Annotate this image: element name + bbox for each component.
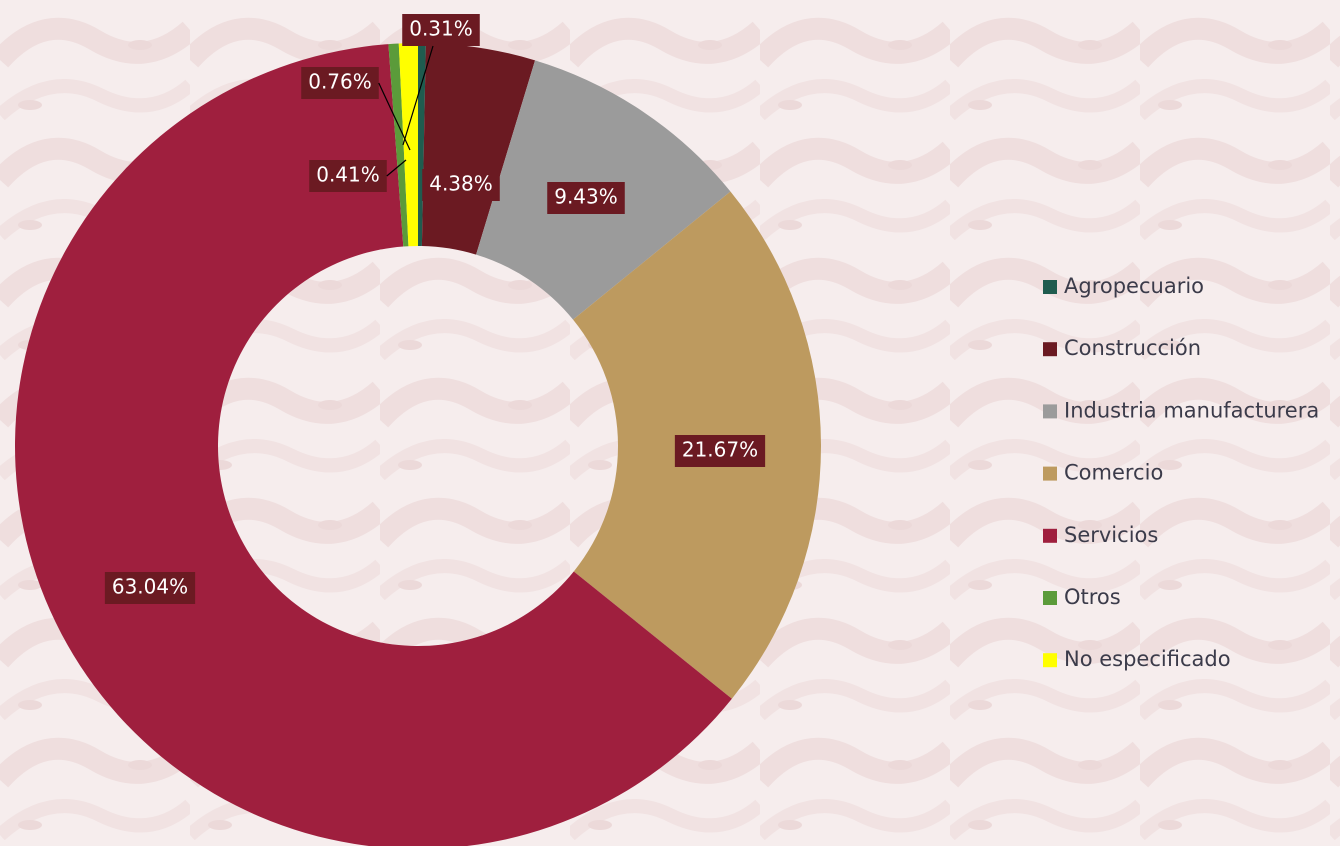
data-label: 21.67% <box>674 435 766 467</box>
donut-slice <box>398 43 418 247</box>
data-label-box <box>104 572 196 604</box>
data-label-box <box>674 435 766 467</box>
data-label: 63.04% <box>104 572 196 604</box>
data-label-text: 9.43% <box>554 185 618 209</box>
legend-swatch <box>1043 404 1057 419</box>
leader-line <box>402 45 434 146</box>
legend-label: Industria manufacturera <box>1064 398 1319 422</box>
data-label: 0.31% <box>402 14 480 46</box>
legend-swatch <box>1043 466 1057 481</box>
legend-label: Agropecuario <box>1064 274 1204 298</box>
data-label-text: 0.41% <box>316 163 380 187</box>
legend-swatch <box>1043 280 1057 294</box>
data-label-text: 21.67% <box>682 438 758 462</box>
data-label-text: 0.76% <box>308 70 372 94</box>
data-label-box <box>309 160 387 192</box>
data-label-box <box>547 182 625 214</box>
legend-swatch <box>1043 591 1057 605</box>
data-label: 0.41% <box>309 160 387 192</box>
leader-line <box>378 82 411 151</box>
data-label-box <box>402 14 480 46</box>
data-label: 0.76% <box>301 67 379 99</box>
data-label: 9.43% <box>547 182 625 214</box>
data-label-text: 0.31% <box>409 17 473 41</box>
donut-slice <box>15 44 732 846</box>
donut-slice <box>421 43 536 255</box>
legend-label: Otros <box>1064 585 1121 609</box>
legend-label: No especificado <box>1064 647 1231 671</box>
legend-swatch <box>1043 342 1057 357</box>
legend-label: Construcción <box>1064 336 1201 360</box>
data-label-box <box>301 67 379 99</box>
legend-label: Servicios <box>1064 523 1158 547</box>
legend-swatch <box>1043 653 1057 668</box>
data-label-box <box>422 169 500 201</box>
data-label: 4.38% <box>422 169 500 201</box>
legend-swatch <box>1043 528 1057 543</box>
donut-slice <box>388 43 409 247</box>
legend-label: Comercio <box>1064 461 1163 485</box>
leader-line <box>386 159 407 177</box>
donut-slice <box>418 43 426 247</box>
data-label-text: 4.38% <box>429 172 493 196</box>
data-label-text: 63.04% <box>112 575 188 599</box>
